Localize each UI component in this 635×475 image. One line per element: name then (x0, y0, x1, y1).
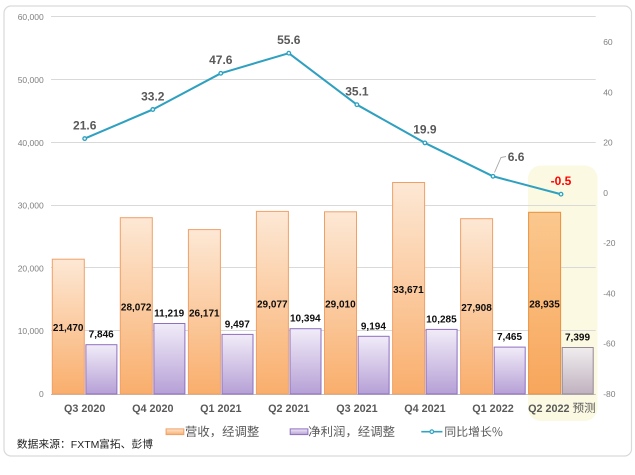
svg-text:29,077: 29,077 (257, 299, 288, 310)
svg-text:Q3 2021: Q3 2021 (336, 403, 377, 415)
svg-text:Q1 2021: Q1 2021 (200, 403, 241, 415)
svg-text:Q1 2022: Q1 2022 (472, 403, 513, 415)
svg-text:47.6: 47.6 (209, 53, 233, 67)
svg-text:55.6: 55.6 (277, 33, 301, 47)
svg-text:Q4 2020: Q4 2020 (132, 403, 173, 415)
svg-text:19.9: 19.9 (413, 123, 437, 137)
svg-text:7,465: 7,465 (497, 332, 522, 343)
svg-text:7,846: 7,846 (89, 330, 114, 341)
svg-text:27,908: 27,908 (461, 303, 492, 314)
svg-text:-20: -20 (603, 238, 616, 248)
svg-text:50,000: 50,000 (18, 75, 44, 85)
svg-text:21.6: 21.6 (73, 118, 97, 132)
svg-text:Q2 2021: Q2 2021 (268, 403, 309, 415)
svg-text:FXTM: FXTM (71, 439, 100, 451)
svg-text:0: 0 (39, 389, 44, 399)
svg-text:0: 0 (603, 188, 608, 198)
svg-text:28,935: 28,935 (529, 300, 560, 311)
svg-text:-60: -60 (603, 339, 616, 349)
svg-text:10,285: 10,285 (426, 314, 457, 325)
svg-text:10,394: 10,394 (290, 314, 321, 325)
svg-text:-80: -80 (603, 389, 616, 399)
svg-text:20: 20 (603, 138, 613, 148)
svg-text:35.1: 35.1 (345, 85, 369, 99)
svg-text:26,171: 26,171 (189, 308, 220, 319)
svg-text:20,000: 20,000 (18, 263, 44, 273)
svg-text:Q3 2020: Q3 2020 (64, 403, 105, 415)
svg-text:28,072: 28,072 (121, 303, 152, 314)
svg-text:11,219: 11,219 (154, 309, 184, 320)
svg-text:29,010: 29,010 (325, 300, 356, 311)
svg-text:60: 60 (603, 37, 613, 47)
svg-text:33,671: 33,671 (393, 285, 424, 296)
svg-text:Q4 2021: Q4 2021 (404, 403, 445, 415)
svg-text:Q2 2022: Q2 2022 (528, 403, 569, 415)
svg-text:30,000: 30,000 (18, 201, 44, 211)
svg-text:10,000: 10,000 (18, 326, 44, 336)
svg-text:-40: -40 (603, 288, 616, 298)
svg-text:9,194: 9,194 (361, 321, 386, 332)
svg-text:21,470: 21,470 (53, 323, 84, 334)
svg-text:40: 40 (603, 87, 613, 97)
svg-text:-0.5: -0.5 (551, 174, 572, 188)
svg-text:40,000: 40,000 (18, 138, 44, 148)
svg-text:6.6: 6.6 (508, 150, 525, 164)
svg-text:9,497: 9,497 (225, 319, 250, 330)
svg-text:60,000: 60,000 (18, 12, 44, 22)
svg-text:33.2: 33.2 (141, 89, 165, 103)
svg-text:7,399: 7,399 (565, 333, 590, 344)
